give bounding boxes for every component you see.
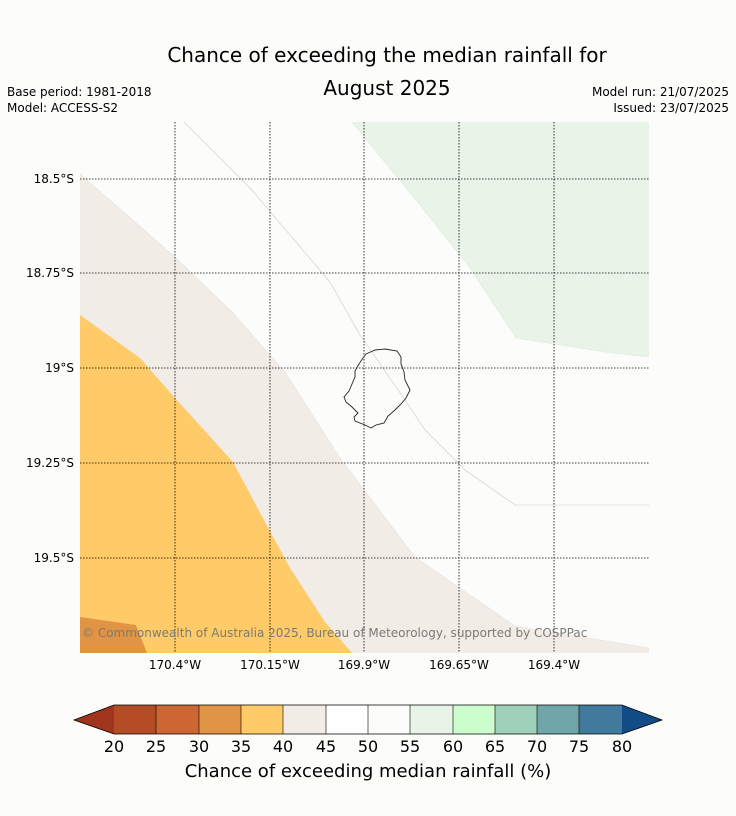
lon-label-169-4: 169.4°W	[527, 658, 581, 672]
colorbar-tick-55: 55	[399, 737, 421, 756]
colorbar-bin-65-70	[495, 705, 537, 734]
colorbar-tick-40: 40	[272, 737, 294, 756]
colorbar-tick-25: 25	[145, 737, 167, 756]
model-name: Model: ACCESS-S2	[7, 101, 119, 115]
lat-label-18-5: 18.5°S	[33, 172, 74, 186]
colorbar-bin-60-65	[453, 705, 495, 734]
lon-label-170-4: 170.4°W	[148, 658, 202, 672]
colorbar-bin-30-35	[199, 705, 241, 734]
colorbar-tick-30: 30	[188, 737, 210, 756]
lat-label-19-25: 19.25°S	[26, 456, 74, 470]
colorbar-high-extension	[622, 705, 662, 734]
meta-left: Base period: 1981-2018 Model: ACCESS-S2	[7, 84, 152, 116]
contour-line-3	[351, 122, 649, 358]
colorbar-bin-20-25	[114, 705, 156, 734]
lon-label-169-65: 169.65°W	[429, 658, 489, 672]
colorbar-low-extension	[74, 705, 114, 734]
colorbar	[72, 704, 664, 735]
island-outline	[343, 348, 411, 429]
contour-line-2	[80, 173, 649, 649]
region-35-40	[80, 315, 352, 653]
colorbar-bin-25-30	[156, 705, 199, 734]
colorbar-tick-70: 70	[526, 737, 548, 756]
lat-label-19: 19°S	[45, 361, 74, 375]
colorbar-title: Chance of exceeding median rainfall (%)	[184, 761, 552, 782]
lat-label-19-5: 19.5°S	[33, 551, 74, 565]
title-line-1: Chance of exceeding the median rainfall …	[167, 43, 607, 67]
gridlines	[80, 122, 649, 653]
colorbar-bin-55-60	[410, 705, 453, 734]
meta-right: Model run: 21/07/2025 Issued: 23/07/2025	[592, 84, 729, 116]
map-area	[80, 122, 649, 653]
region-30-35	[80, 617, 147, 653]
lat-label-18-75: 18.75°S	[26, 266, 74, 280]
base-period: Base period: 1981-2018	[7, 85, 152, 99]
contour-line-1	[183, 122, 649, 506]
colorbar-bin-50-55	[368, 705, 410, 734]
issued-date: Issued: 23/07/2025	[613, 101, 729, 115]
map-title: Chance of exceeding the median rainfall …	[0, 39, 736, 105]
colorbar-outline	[72, 704, 664, 735]
copyright-notice: © Commonwealth of Australia 2025, Bureau…	[82, 626, 588, 640]
colorbar-bin-40-45	[283, 705, 326, 734]
colorbar-bin-45-50	[326, 705, 368, 734]
colorbar-tick-65: 65	[484, 737, 506, 756]
lon-label-170-15: 170.15°W	[240, 658, 300, 672]
model-run: Model run: 21/07/2025	[591, 85, 729, 99]
colorbar-tick-35: 35	[230, 737, 252, 756]
colorbar-bin-35-40	[241, 705, 283, 734]
colorbar-tick-45: 45	[315, 737, 337, 756]
colorbar-tick-80: 80	[611, 737, 633, 756]
title-line-2: August 2025	[323, 76, 451, 100]
colorbar-bin-75-80	[579, 705, 622, 734]
region-55-60	[352, 122, 649, 357]
colorbar-tick-50: 50	[357, 737, 379, 756]
colorbar-dividers	[155, 705, 580, 734]
colorbar-tick-75: 75	[568, 737, 590, 756]
colorbar-tick-20: 20	[103, 737, 125, 756]
colorbar-tick-60: 60	[442, 737, 464, 756]
colorbar-bin-70-75	[537, 705, 579, 734]
lon-label-169-9: 169.9°W	[337, 658, 391, 672]
